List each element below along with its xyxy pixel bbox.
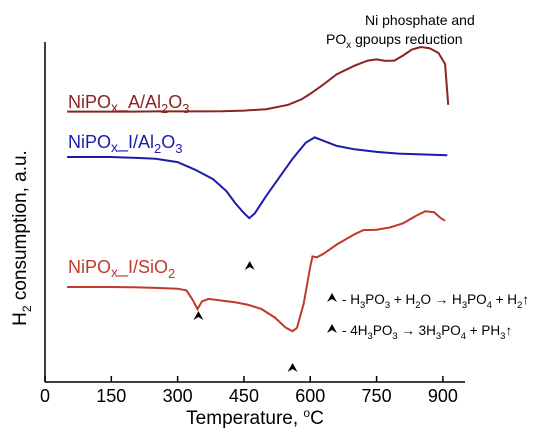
peak-marker-icon bbox=[287, 363, 298, 372]
x-tick-label: 750 bbox=[362, 386, 392, 406]
svg-text:- 4H3PO3 → 3H3PO4 + PH3↑: - 4H3PO3 → 3H3PO4 + PH3↑ bbox=[342, 323, 512, 342]
y-axis-title: H2 consumption, a.u. bbox=[10, 150, 34, 326]
top-note-line1: Ni phosphate and bbox=[365, 12, 475, 28]
series-line-nipox-i-sio2 bbox=[67, 210, 446, 333]
x-axis-title: Temperature, oC bbox=[186, 406, 324, 429]
peak-markers bbox=[193, 261, 298, 372]
top-note-line2: POx gpoups reduction bbox=[326, 31, 463, 51]
x-tick-label: 150 bbox=[96, 386, 126, 406]
x-tick-label: 300 bbox=[163, 386, 193, 406]
series-label-nipox-i-sio2: NiPOx_I/SiO2 bbox=[68, 257, 175, 281]
x-ticks: 0 150 300 450 600 750 900 bbox=[40, 376, 458, 406]
peak-marker-icon bbox=[244, 261, 255, 270]
arrowhead-icon bbox=[327, 324, 337, 333]
x-tick-label: 0 bbox=[40, 386, 50, 406]
x-tick-label: 600 bbox=[295, 386, 325, 406]
svg-text:H2 consumption, a.u.: H2 consumption, a.u. bbox=[10, 150, 34, 326]
series-label-nipox-i-al2o3: NiPOx_I/Al2O3 bbox=[68, 132, 183, 156]
marker-legend-1: - H3PO3 + H2O → H3PO4 + H2↑ bbox=[327, 292, 529, 311]
x-tick-label: 900 bbox=[428, 386, 458, 406]
peak-marker-icon bbox=[193, 311, 204, 320]
series-line-nipox-a-al2o3 bbox=[67, 45, 450, 113]
svg-text:- H3PO3 + H2O → H3PO4 + H2↑: - H3PO3 + H2O → H3PO4 + H2↑ bbox=[342, 292, 529, 311]
series-line-nipox-i-al2o3 bbox=[67, 136, 448, 220]
marker-legend-2: - 4H3PO3 → 3H3PO4 + PH3↑ bbox=[327, 323, 512, 342]
x-tick-label: 450 bbox=[229, 386, 259, 406]
arrowhead-icon bbox=[327, 293, 337, 302]
